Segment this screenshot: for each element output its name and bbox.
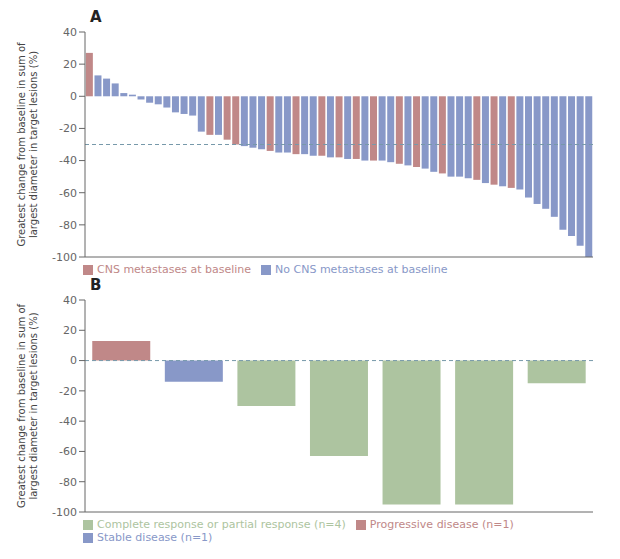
svg-text:-100: -100 [52,506,77,519]
svg-text:Greatest change from baseline: Greatest change from baseline in sum ofl… [16,42,39,247]
svg-text:Greatest change from baseline: Greatest change from baseline in sum ofl… [16,303,39,508]
html-text:A: A [90,8,102,26]
html-text:No CNS metastases at baseline: No CNS metastases at baseline [275,263,448,276]
html-text:B: B [90,276,102,294]
svg-text:-80: -80 [59,476,77,489]
html-text:Stable disease (n=1): Stable disease (n=1) [97,531,213,544]
svg-text:40: 40 [63,294,77,307]
svg-text:-60: -60 [59,187,77,200]
html-text:Progressive disease (n=1): Progressive disease (n=1) [369,518,514,531]
svg-text:20: 20 [63,324,77,337]
svg-text:-60: -60 [59,445,77,458]
svg-text:40: 40 [63,26,77,39]
svg-text:-20: -20 [59,122,77,135]
svg-text:-20: -20 [59,385,77,398]
svg-text:-40: -40 [59,415,77,428]
html-text:Complete response or partial r: Complete response or partial response (n… [97,518,346,531]
svg-text:0: 0 [70,90,77,103]
svg-text:-40: -40 [59,154,77,167]
svg-text:-100: -100 [52,251,77,264]
svg-text:20: 20 [63,58,77,71]
svg-text:0: 0 [70,354,77,367]
svg-text:-80: -80 [59,219,77,232]
html-text:CNS metastases at baseline: CNS metastases at baseline [97,263,252,276]
